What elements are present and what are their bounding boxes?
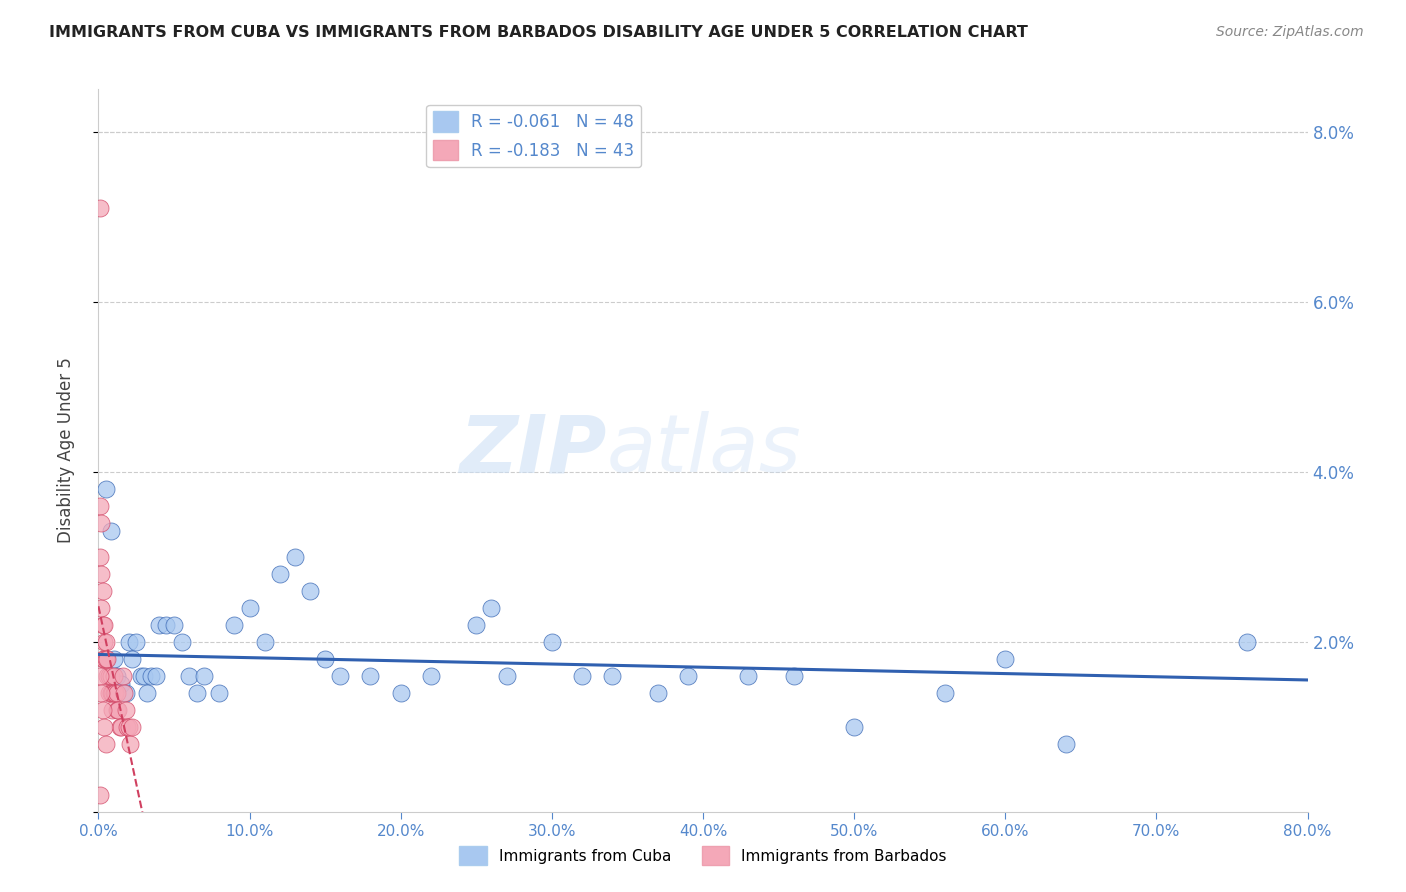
Point xyxy=(94,737,117,751)
Point xyxy=(89,201,111,215)
Point xyxy=(121,720,143,734)
Point xyxy=(114,703,136,717)
Point xyxy=(108,720,131,734)
Point xyxy=(90,686,112,700)
Point xyxy=(100,669,122,683)
Point xyxy=(389,686,412,700)
Point xyxy=(269,566,291,581)
Point xyxy=(844,720,866,734)
Point xyxy=(141,669,163,683)
Point xyxy=(100,686,122,700)
Point xyxy=(495,669,517,683)
Point xyxy=(155,617,177,632)
Text: Source: ZipAtlas.com: Source: ZipAtlas.com xyxy=(1216,25,1364,39)
Point xyxy=(100,524,122,539)
Point xyxy=(90,516,112,530)
Point xyxy=(90,600,112,615)
Point xyxy=(118,634,141,648)
Point xyxy=(208,686,231,700)
Point xyxy=(89,549,111,564)
Point xyxy=(112,686,135,700)
Legend: Immigrants from Cuba, Immigrants from Barbados: Immigrants from Cuba, Immigrants from Ba… xyxy=(453,840,953,871)
Point xyxy=(186,686,208,700)
Y-axis label: Disability Age Under 5: Disability Age Under 5 xyxy=(56,358,75,543)
Point xyxy=(783,669,806,683)
Point xyxy=(103,651,125,665)
Point xyxy=(105,703,128,717)
Point xyxy=(571,669,593,683)
Point xyxy=(89,499,111,513)
Point xyxy=(647,686,669,700)
Point xyxy=(91,583,114,598)
Point xyxy=(94,634,117,648)
Point xyxy=(89,669,111,683)
Point xyxy=(103,669,125,683)
Point xyxy=(145,669,167,683)
Point xyxy=(91,617,114,632)
Legend: R = -0.061   N = 48, R = -0.183   N = 43: R = -0.061 N = 48, R = -0.183 N = 43 xyxy=(426,104,641,167)
Point xyxy=(360,669,382,683)
Point xyxy=(170,634,193,648)
Point xyxy=(481,600,503,615)
Point xyxy=(329,669,352,683)
Point xyxy=(111,669,134,683)
Point xyxy=(994,651,1017,665)
Point xyxy=(103,686,125,700)
Point xyxy=(105,686,128,700)
Point xyxy=(91,651,114,665)
Point xyxy=(737,669,759,683)
Text: atlas: atlas xyxy=(606,411,801,490)
Point xyxy=(101,686,124,700)
Point xyxy=(96,651,118,665)
Point xyxy=(132,669,155,683)
Point xyxy=(420,669,443,683)
Point xyxy=(114,686,136,700)
Text: IMMIGRANTS FROM CUBA VS IMMIGRANTS FROM BARBADOS DISABILITY AGE UNDER 5 CORRELAT: IMMIGRANTS FROM CUBA VS IMMIGRANTS FROM … xyxy=(49,25,1028,40)
Point xyxy=(90,566,112,581)
Point xyxy=(1054,737,1077,751)
Point xyxy=(107,703,129,717)
Point xyxy=(118,720,141,734)
Point xyxy=(299,583,322,598)
Point xyxy=(94,651,117,665)
Point xyxy=(239,600,262,615)
Point xyxy=(115,720,138,734)
Point xyxy=(101,703,124,717)
Point xyxy=(284,549,307,564)
Point xyxy=(135,686,157,700)
Point xyxy=(96,669,118,683)
Point xyxy=(602,669,624,683)
Point xyxy=(110,677,132,691)
Point xyxy=(148,617,170,632)
Point xyxy=(93,634,115,648)
Point xyxy=(105,669,128,683)
Point xyxy=(104,686,127,700)
Point xyxy=(163,617,186,632)
Point xyxy=(540,634,562,648)
Point xyxy=(1236,634,1258,648)
Point xyxy=(129,669,152,683)
Point xyxy=(179,669,201,683)
Point xyxy=(193,669,215,683)
Point xyxy=(93,720,115,734)
Point xyxy=(91,703,114,717)
Point xyxy=(676,669,699,683)
Point xyxy=(110,720,132,734)
Point xyxy=(253,634,276,648)
Point xyxy=(314,651,336,665)
Point xyxy=(93,617,115,632)
Point xyxy=(98,686,121,700)
Point xyxy=(98,669,121,683)
Point xyxy=(89,788,111,802)
Point xyxy=(93,651,115,665)
Text: ZIP: ZIP xyxy=(458,411,606,490)
Point xyxy=(465,617,488,632)
Point xyxy=(94,482,117,496)
Point xyxy=(121,651,143,665)
Point xyxy=(125,634,148,648)
Point xyxy=(120,737,142,751)
Point xyxy=(224,617,246,632)
Point xyxy=(934,686,956,700)
